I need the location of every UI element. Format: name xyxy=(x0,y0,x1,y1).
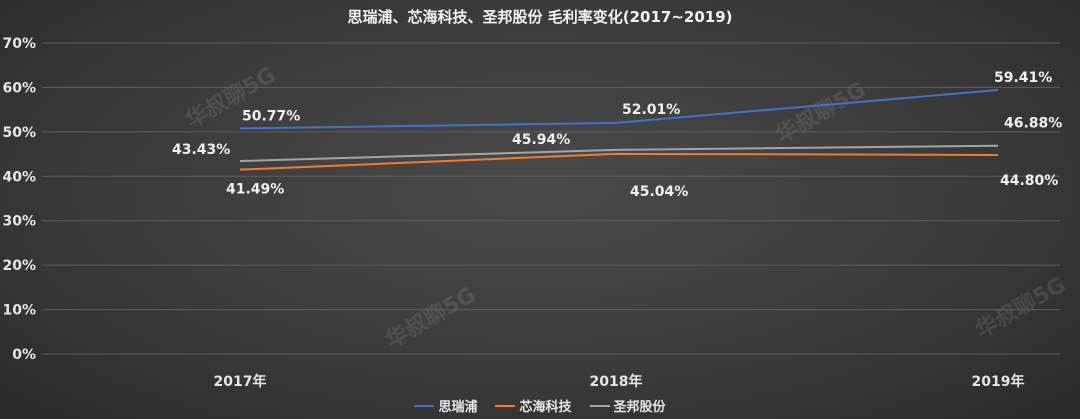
y-tick-label: 0% xyxy=(12,347,36,363)
legend-item-0: 思瑞浦 xyxy=(414,396,477,415)
legend-item-2: 圣邦股份 xyxy=(589,396,666,415)
legend-swatch xyxy=(414,404,435,407)
series-line-0 xyxy=(239,89,999,130)
legend-swatch xyxy=(589,404,610,407)
y-tick-label: 20% xyxy=(2,258,36,274)
data-label: 45.04% xyxy=(630,184,688,200)
y-tick-label: 60% xyxy=(2,80,36,96)
data-label: 43.43% xyxy=(172,142,230,158)
legend-label: 圣邦股份 xyxy=(613,400,666,415)
y-tick-label: 30% xyxy=(2,214,36,230)
x-tick-label: 2017年 xyxy=(214,373,267,390)
x-tick-label: 2019年 xyxy=(972,373,1025,390)
x-tick-label: 2018年 xyxy=(590,373,643,390)
series-line-1 xyxy=(239,152,999,171)
data-label: 41.49% xyxy=(226,182,284,198)
y-tick-label: 10% xyxy=(2,303,36,319)
legend-swatch xyxy=(495,404,516,407)
legend-item-1: 芯海科技 xyxy=(495,396,572,415)
data-label: 59.41% xyxy=(994,70,1052,86)
y-tick-label: 40% xyxy=(2,169,36,185)
y-tick-label: 70% xyxy=(2,36,36,52)
chart-title: 思瑞浦、芯海科技、圣邦股份 毛利率变化(2017~2019) xyxy=(347,8,733,26)
data-label: 50.77% xyxy=(242,108,300,124)
legend-label: 思瑞浦 xyxy=(438,400,478,415)
data-label: 45.94% xyxy=(512,132,570,148)
data-label: 44.80% xyxy=(1000,173,1058,189)
y-tick-label: 50% xyxy=(2,125,36,141)
series-line-2 xyxy=(239,144,999,163)
legend-label: 芯海科技 xyxy=(519,400,572,415)
data-label: 46.88% xyxy=(1004,116,1062,132)
data-label: 52.01% xyxy=(622,102,680,118)
chart-legend: 思瑞浦 芯海科技 圣邦股份 xyxy=(0,396,1080,415)
